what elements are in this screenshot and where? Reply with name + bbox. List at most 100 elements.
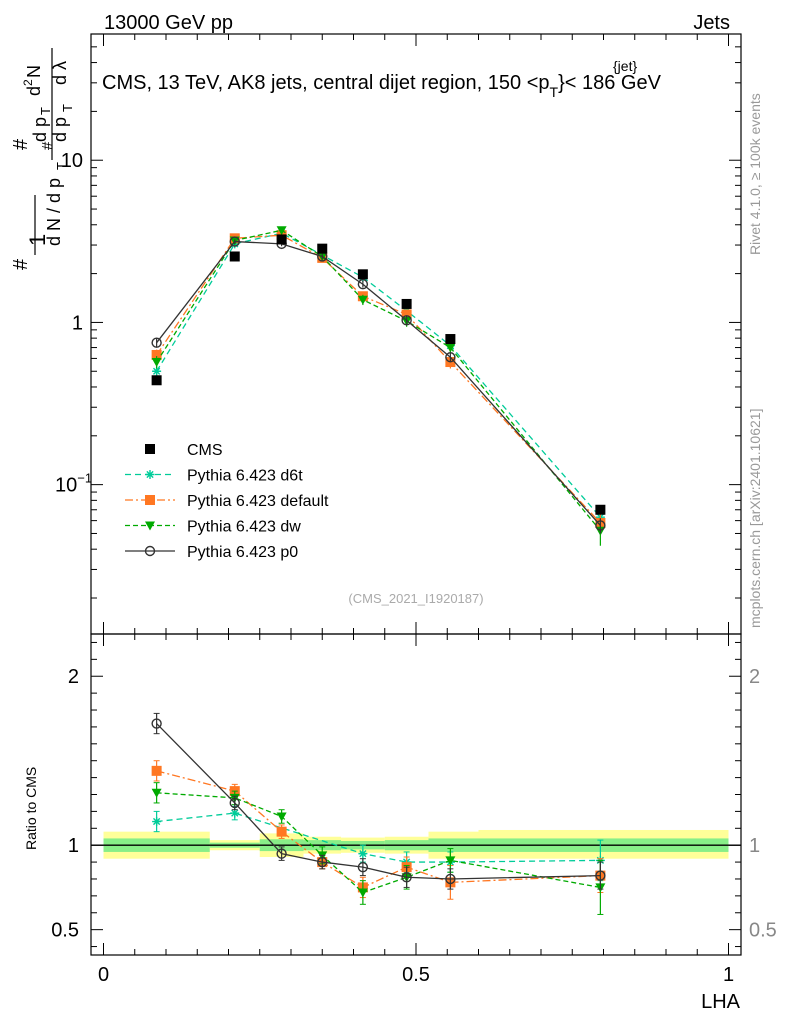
ratio-point-pythia-6-423-p0-3 <box>317 856 328 868</box>
legend-marker-pythia-6-423-d6t <box>145 470 155 479</box>
ratio-line-pythia-6-423-d6t <box>156 812 601 863</box>
ratio-point-pythia-6-423-p0-0 <box>151 718 162 729</box>
xlabel: LHA <box>701 991 741 1013</box>
legend: CMS Pythia 6.423 d6t Pythia 6.423 default P… <box>125 442 329 561</box>
legend-item-pythia-6-423-d6t: Pythia 6.423 d6t <box>125 468 303 485</box>
point-pythia-6-423-dw-4 <box>357 295 368 305</box>
ratio-point-pythia-6-423-default-2 <box>276 826 287 837</box>
legend-item-pythia-6-423-dw: Pythia 6.423 dw <box>125 519 301 536</box>
legend-item-cms: CMS <box>145 442 223 459</box>
ratio-point-pythia-6-423-dw-6 <box>445 856 456 866</box>
series-line-pythia-6-423-d6t <box>156 232 601 518</box>
point-cms-3 <box>317 243 328 254</box>
svg-text:d: d <box>24 86 44 96</box>
x-tick-label-1: 1 <box>723 964 734 986</box>
watermark: (CMS_2021_I1920187) <box>348 591 483 606</box>
ratio-point-pythia-6-423-default-0 <box>151 765 162 776</box>
svg-text:λ: λ <box>50 61 70 70</box>
svg-text:N: N <box>24 65 44 78</box>
ratio-point-pythia-6-423-p0-7 <box>595 870 606 881</box>
ratio-y-label-right-0-5: 0.5 <box>749 920 777 942</box>
series-line-pythia-6-423-default <box>156 234 601 524</box>
legend-marker-pythia-6-423-default <box>145 495 155 505</box>
point-cms-1 <box>229 251 240 262</box>
ratio-point-pythia-6-423-dw-2 <box>276 812 287 822</box>
svg-text:d N / d p: d N / d p <box>44 178 64 246</box>
series-pythia-6-423-p0 <box>151 236 606 534</box>
ratio-line-pythia-6-423-default <box>156 770 601 889</box>
point-cms-6 <box>445 334 456 345</box>
svg-text:d p: d p <box>30 117 50 142</box>
svg-text:d: d <box>50 75 70 85</box>
y-tick-label-sci-base: 10 <box>55 475 77 497</box>
point-pythia-6-423-p0-4 <box>357 279 369 290</box>
legend-marker-pythia-6-423-p0 <box>144 545 156 557</box>
ratio-ylabel: Ratio to CMS <box>23 767 39 850</box>
point-pythia-6-423-dw-2 <box>276 226 287 236</box>
point-cms-0 <box>151 375 162 386</box>
ratio-point-pythia-6-423-p0-5 <box>401 872 412 883</box>
series-line-pythia-6-423-p0 <box>156 240 601 526</box>
svg-text:1: 1 <box>25 234 50 246</box>
x-tick-label-0-5: 0.5 <box>402 964 430 986</box>
ratio-y-label-2: 2 <box>68 666 79 688</box>
x-tick-label-0: 0 <box>98 964 109 986</box>
legend-label: Pythia 6.423 dw <box>187 519 301 536</box>
side-mcplots: mcplots.cern.ch [arXiv:2401.10621] <box>747 409 763 628</box>
ratio-point-pythia-6-423-d6t-4 <box>358 849 368 859</box>
point-pythia-6-423-p0-5 <box>401 315 412 326</box>
ratio-y-label-right-1: 1 <box>749 835 760 857</box>
point-pythia-6-423-default-5 <box>401 309 412 320</box>
svg-text:T: T <box>38 107 53 115</box>
svg-text:2: 2 <box>21 79 35 86</box>
legend-item-pythia-6-423-default: Pythia 6.423 default <box>125 493 329 510</box>
chart-title-sup: {jet} <box>613 58 637 74</box>
chart-title: CMS, 13 TeV, AK8 jets, central dijet reg… <box>102 72 662 100</box>
series-cms <box>151 234 606 515</box>
svg-text:#: # <box>10 138 32 150</box>
point-cms-7 <box>595 504 606 515</box>
point-cms-5 <box>401 298 412 309</box>
legend-item-pythia-6-423-p0: Pythia 6.423 p0 <box>125 544 298 561</box>
y-tick-label-sci-exp: −1 <box>77 471 92 486</box>
ratio-point-pythia-6-423-d6t-0 <box>152 817 162 827</box>
point-cms-4 <box>357 269 368 280</box>
point-pythia-6-423-default-0 <box>151 349 162 360</box>
point-pythia-6-423-d6t-0 <box>152 366 162 376</box>
ratio-frame <box>90 633 742 956</box>
ratio-series-pythia-6-423-p0 <box>151 712 606 890</box>
y-tick-label-10: 10 <box>61 150 83 172</box>
point-pythia-6-423-p0-7 <box>595 520 606 531</box>
header-left: 13000 GeV pp <box>104 12 233 34</box>
chart-title-main: CMS, 13 TeV, AK8 jets, central dijet reg… <box>102 72 550 94</box>
main-ylabel: # 1 d N / d p T # # d p T d 2 N d p T d … <box>10 48 75 270</box>
svg-text:d p: d p <box>50 117 70 142</box>
y-tick-label-1: 1 <box>72 312 83 334</box>
ratio-y-label-right-2: 2 <box>749 666 760 688</box>
svg-text:#: # <box>39 141 56 150</box>
ratio-point-pythia-6-423-dw-0 <box>151 788 162 798</box>
ratio-point-pythia-6-423-p0-4 <box>357 861 369 873</box>
side-rivet: Rivet 4.1.0, ≥ 100k events <box>747 93 763 255</box>
svg-text:T: T <box>54 162 69 170</box>
ratio-point-pythia-6-423-p0-2 <box>276 848 287 859</box>
legend-label: Pythia 6.423 default <box>187 493 329 510</box>
series-pythia-6-423-default <box>151 230 606 534</box>
ratio-point-pythia-6-423-p0-1 <box>229 797 240 809</box>
header-right: Jets <box>693 12 730 34</box>
chart-title-end: }< 186 GeV <box>558 72 662 94</box>
ratio-panel: 0.5 0.5 1 1 2 2 0 0.5 1 <box>51 633 777 986</box>
point-pythia-6-423-dw-6 <box>445 343 456 353</box>
ratio-point-pythia-6-423-d6t-1 <box>230 808 240 818</box>
ratio-line-pythia-6-423-dw <box>156 792 601 894</box>
legend-marker-cms <box>145 444 155 454</box>
svg-text:T: T <box>60 104 75 112</box>
series-line-pythia-6-423-dw <box>156 229 601 532</box>
point-cms-2 <box>276 234 287 245</box>
point-pythia-6-423-p0-0 <box>151 337 162 348</box>
ratio-point-pythia-6-423-dw-4 <box>357 888 368 898</box>
chart-title-sub: T <box>550 84 559 100</box>
y-tick-label-sci: 10−1 <box>55 471 92 497</box>
